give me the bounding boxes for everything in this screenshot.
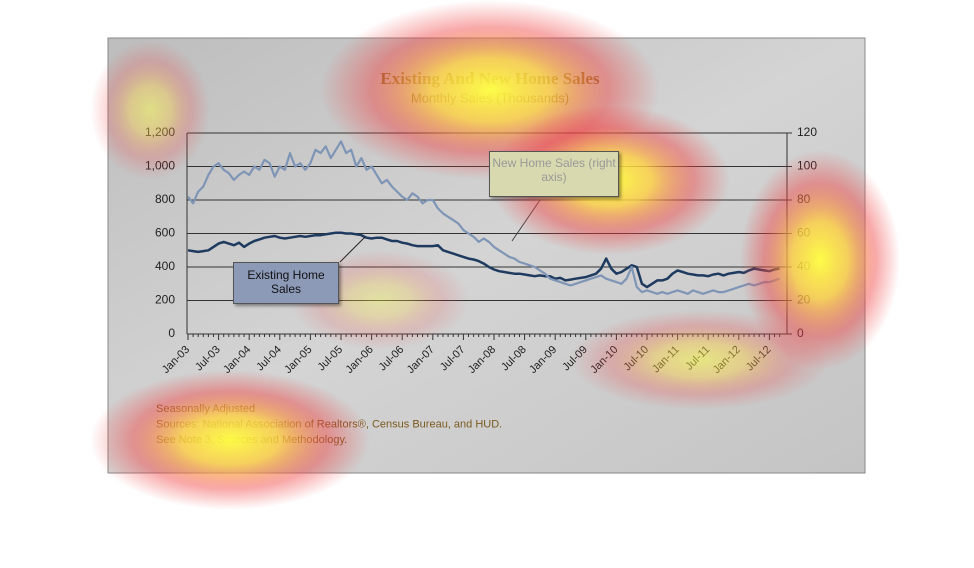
chart-subtitle: Monthly Sales (Thousands) bbox=[411, 90, 569, 105]
y2-tick-label: 0 bbox=[797, 326, 804, 340]
y-tick-label: 1,200 bbox=[145, 125, 175, 139]
y-tick-label: 400 bbox=[155, 259, 175, 273]
y2-tick-label: 100 bbox=[797, 159, 817, 173]
y2-tick-label: 40 bbox=[797, 259, 811, 273]
y2-tick-label: 20 bbox=[797, 293, 811, 307]
y-tick-label: 1,000 bbox=[145, 159, 175, 173]
series-line bbox=[187, 231, 780, 289]
series-line bbox=[187, 140, 780, 295]
footnote: See Note 3, Sources and Methodology. bbox=[156, 434, 347, 446]
y-tick-label: 800 bbox=[155, 192, 175, 206]
y-tick-label: 200 bbox=[155, 293, 175, 307]
y-tick-label: 0 bbox=[168, 326, 175, 340]
y-tick-label: 600 bbox=[155, 226, 175, 240]
new-home-callout: New Home Sales (right axis) bbox=[489, 151, 619, 197]
y2-tick-label: 60 bbox=[797, 226, 811, 240]
chart-title: Existing And New Home Sales bbox=[380, 69, 600, 88]
footnote: Seasonally Adjusted bbox=[156, 403, 255, 415]
existing-home-callout: Existing Home Sales bbox=[233, 262, 339, 304]
footnote: Sources: National Association of Realtor… bbox=[156, 418, 502, 430]
y2-tick-label: 120 bbox=[797, 125, 817, 139]
y2-tick-label: 80 bbox=[797, 192, 811, 206]
